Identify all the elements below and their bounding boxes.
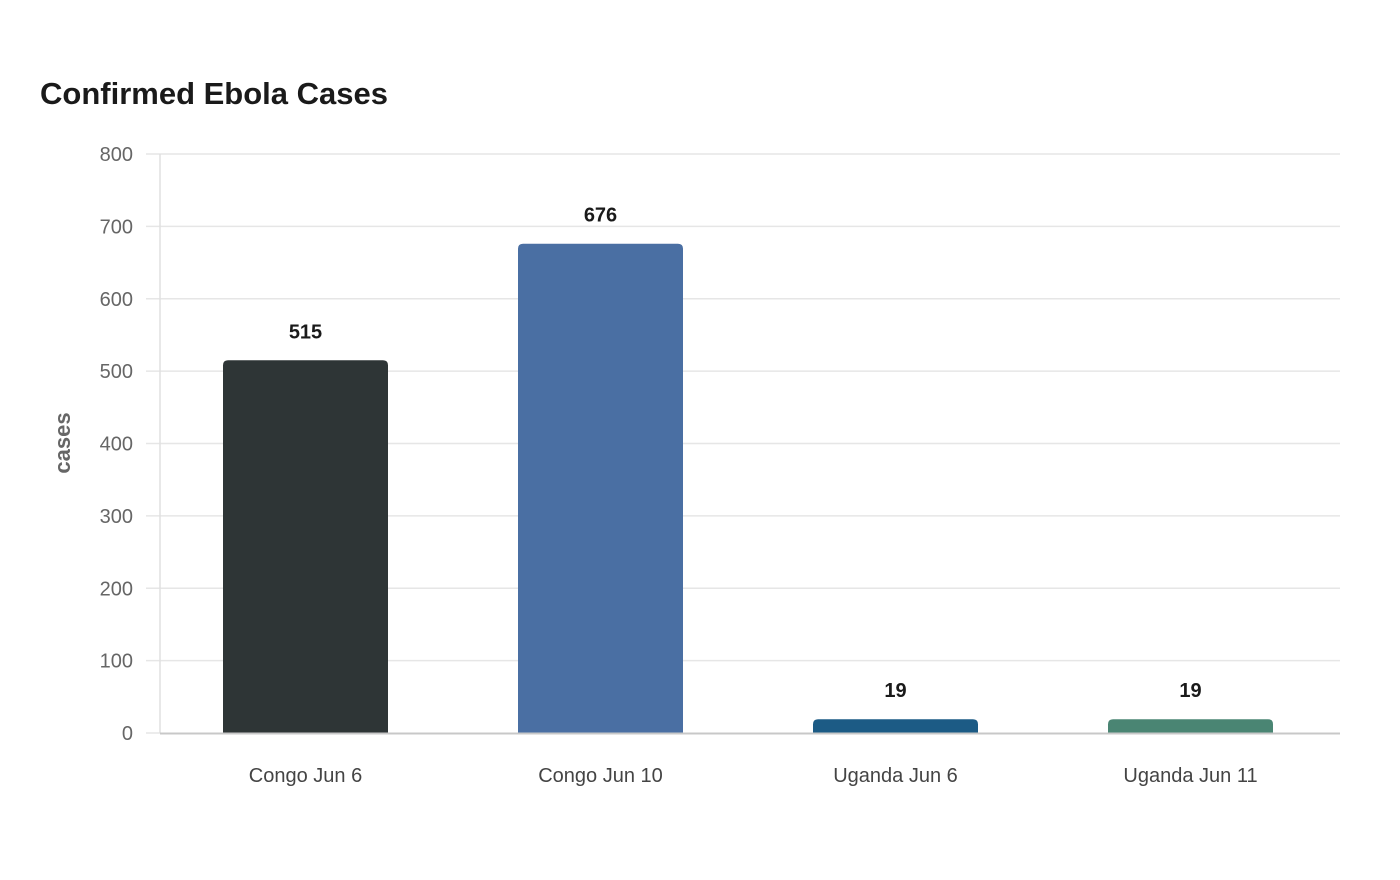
y-tick-label: 600 (100, 289, 133, 311)
data-label: 19 (884, 680, 906, 702)
y-axis-ticks: 0 100 200 300 400 500 600 700 800 (100, 144, 160, 745)
bar (1108, 719, 1273, 733)
y-tick-label: 700 (100, 216, 133, 238)
bars (223, 243, 1273, 733)
x-tick-label: Uganda Jun 6 (833, 765, 958, 787)
y-tick-label: 500 (100, 361, 133, 383)
bar (813, 719, 978, 733)
bar (518, 243, 683, 733)
bar (223, 360, 388, 733)
chart-title: Confirmed Ebola Cases (40, 76, 388, 111)
x-tick-label: Congo Jun 10 (538, 765, 663, 787)
y-tick-label: 100 (100, 651, 133, 673)
y-tick-label: 0 (122, 723, 133, 745)
y-tick-label: 800 (100, 144, 133, 166)
x-tick-label: Uganda Jun 11 (1123, 765, 1257, 787)
y-axis-title: cases (50, 412, 75, 473)
data-label: 676 (584, 205, 617, 227)
y-tick-label: 200 (100, 578, 133, 600)
x-axis-ticks: Congo Jun 6 Congo Jun 10 Uganda Jun 6 Ugand… (249, 765, 1258, 787)
y-tick-label: 300 (100, 506, 133, 528)
data-label: 19 (1179, 680, 1201, 702)
data-labels: 515 676 19 19 (289, 205, 1202, 703)
x-tick-label: Congo Jun 6 (249, 765, 362, 787)
y-tick-label: 400 (100, 434, 133, 456)
data-label: 515 (289, 321, 322, 343)
